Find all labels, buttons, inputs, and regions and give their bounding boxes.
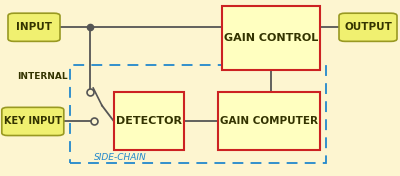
Text: INTERNAL: INTERNAL [17, 72, 68, 81]
FancyBboxPatch shape [8, 13, 60, 41]
Text: KEY INPUT: KEY INPUT [4, 117, 62, 126]
FancyBboxPatch shape [339, 13, 397, 41]
Text: EXTERNAL: EXTERNAL [9, 125, 62, 134]
Text: GAIN COMPUTER: GAIN COMPUTER [220, 117, 318, 126]
Text: GAIN CONTROL: GAIN CONTROL [224, 33, 318, 43]
FancyBboxPatch shape [218, 92, 320, 150]
FancyBboxPatch shape [2, 107, 64, 136]
Text: OUTPUT: OUTPUT [344, 22, 392, 32]
FancyBboxPatch shape [114, 92, 184, 150]
Text: DETECTOR: DETECTOR [116, 117, 182, 126]
Text: SIDE-CHAIN: SIDE-CHAIN [94, 153, 147, 162]
Text: INPUT: INPUT [16, 22, 52, 32]
FancyBboxPatch shape [222, 6, 320, 70]
